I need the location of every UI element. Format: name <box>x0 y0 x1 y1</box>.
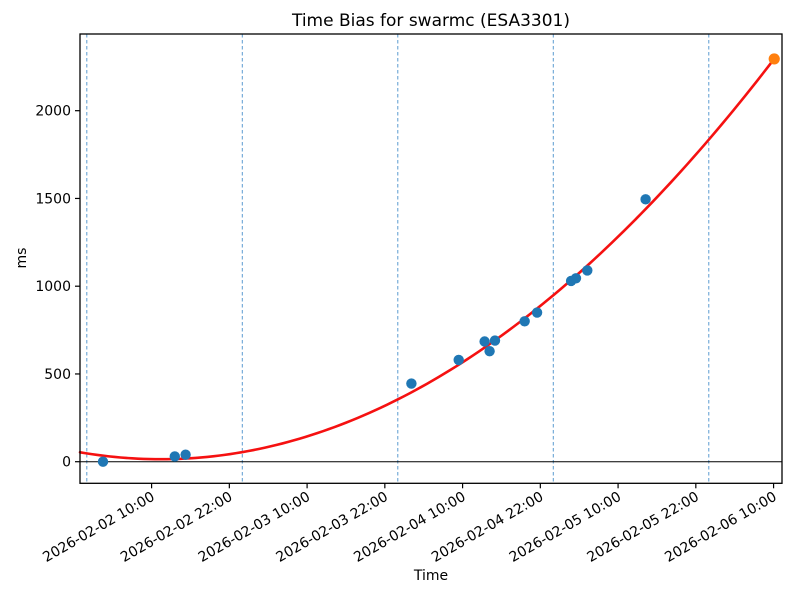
data-point <box>479 336 490 347</box>
data-point <box>489 335 501 346</box>
y-axis-label: ms <box>14 247 30 269</box>
data-point <box>406 378 417 389</box>
data-point <box>582 265 593 276</box>
y-tick-label: 0 <box>62 455 71 471</box>
y-tick-label: 2000 <box>35 104 71 120</box>
data-point <box>180 449 191 460</box>
data-point <box>169 451 180 462</box>
plot-border <box>79 33 783 484</box>
data-point <box>484 345 495 357</box>
data-point <box>570 273 582 284</box>
chart-title: Time Bias for swarmc (ESA3301) <box>291 11 571 31</box>
data-point <box>97 456 109 467</box>
y-tick-label: 1000 <box>35 279 71 295</box>
data-point <box>453 354 464 366</box>
fit-curve <box>78 57 776 461</box>
x-axis-label: Time <box>413 568 449 584</box>
data-point <box>531 307 543 318</box>
data-point <box>519 316 530 327</box>
y-tick-label: 500 <box>44 367 71 383</box>
data-point <box>640 194 651 205</box>
predicted-point <box>768 53 780 65</box>
y-tick-label: 1500 <box>35 191 71 207</box>
